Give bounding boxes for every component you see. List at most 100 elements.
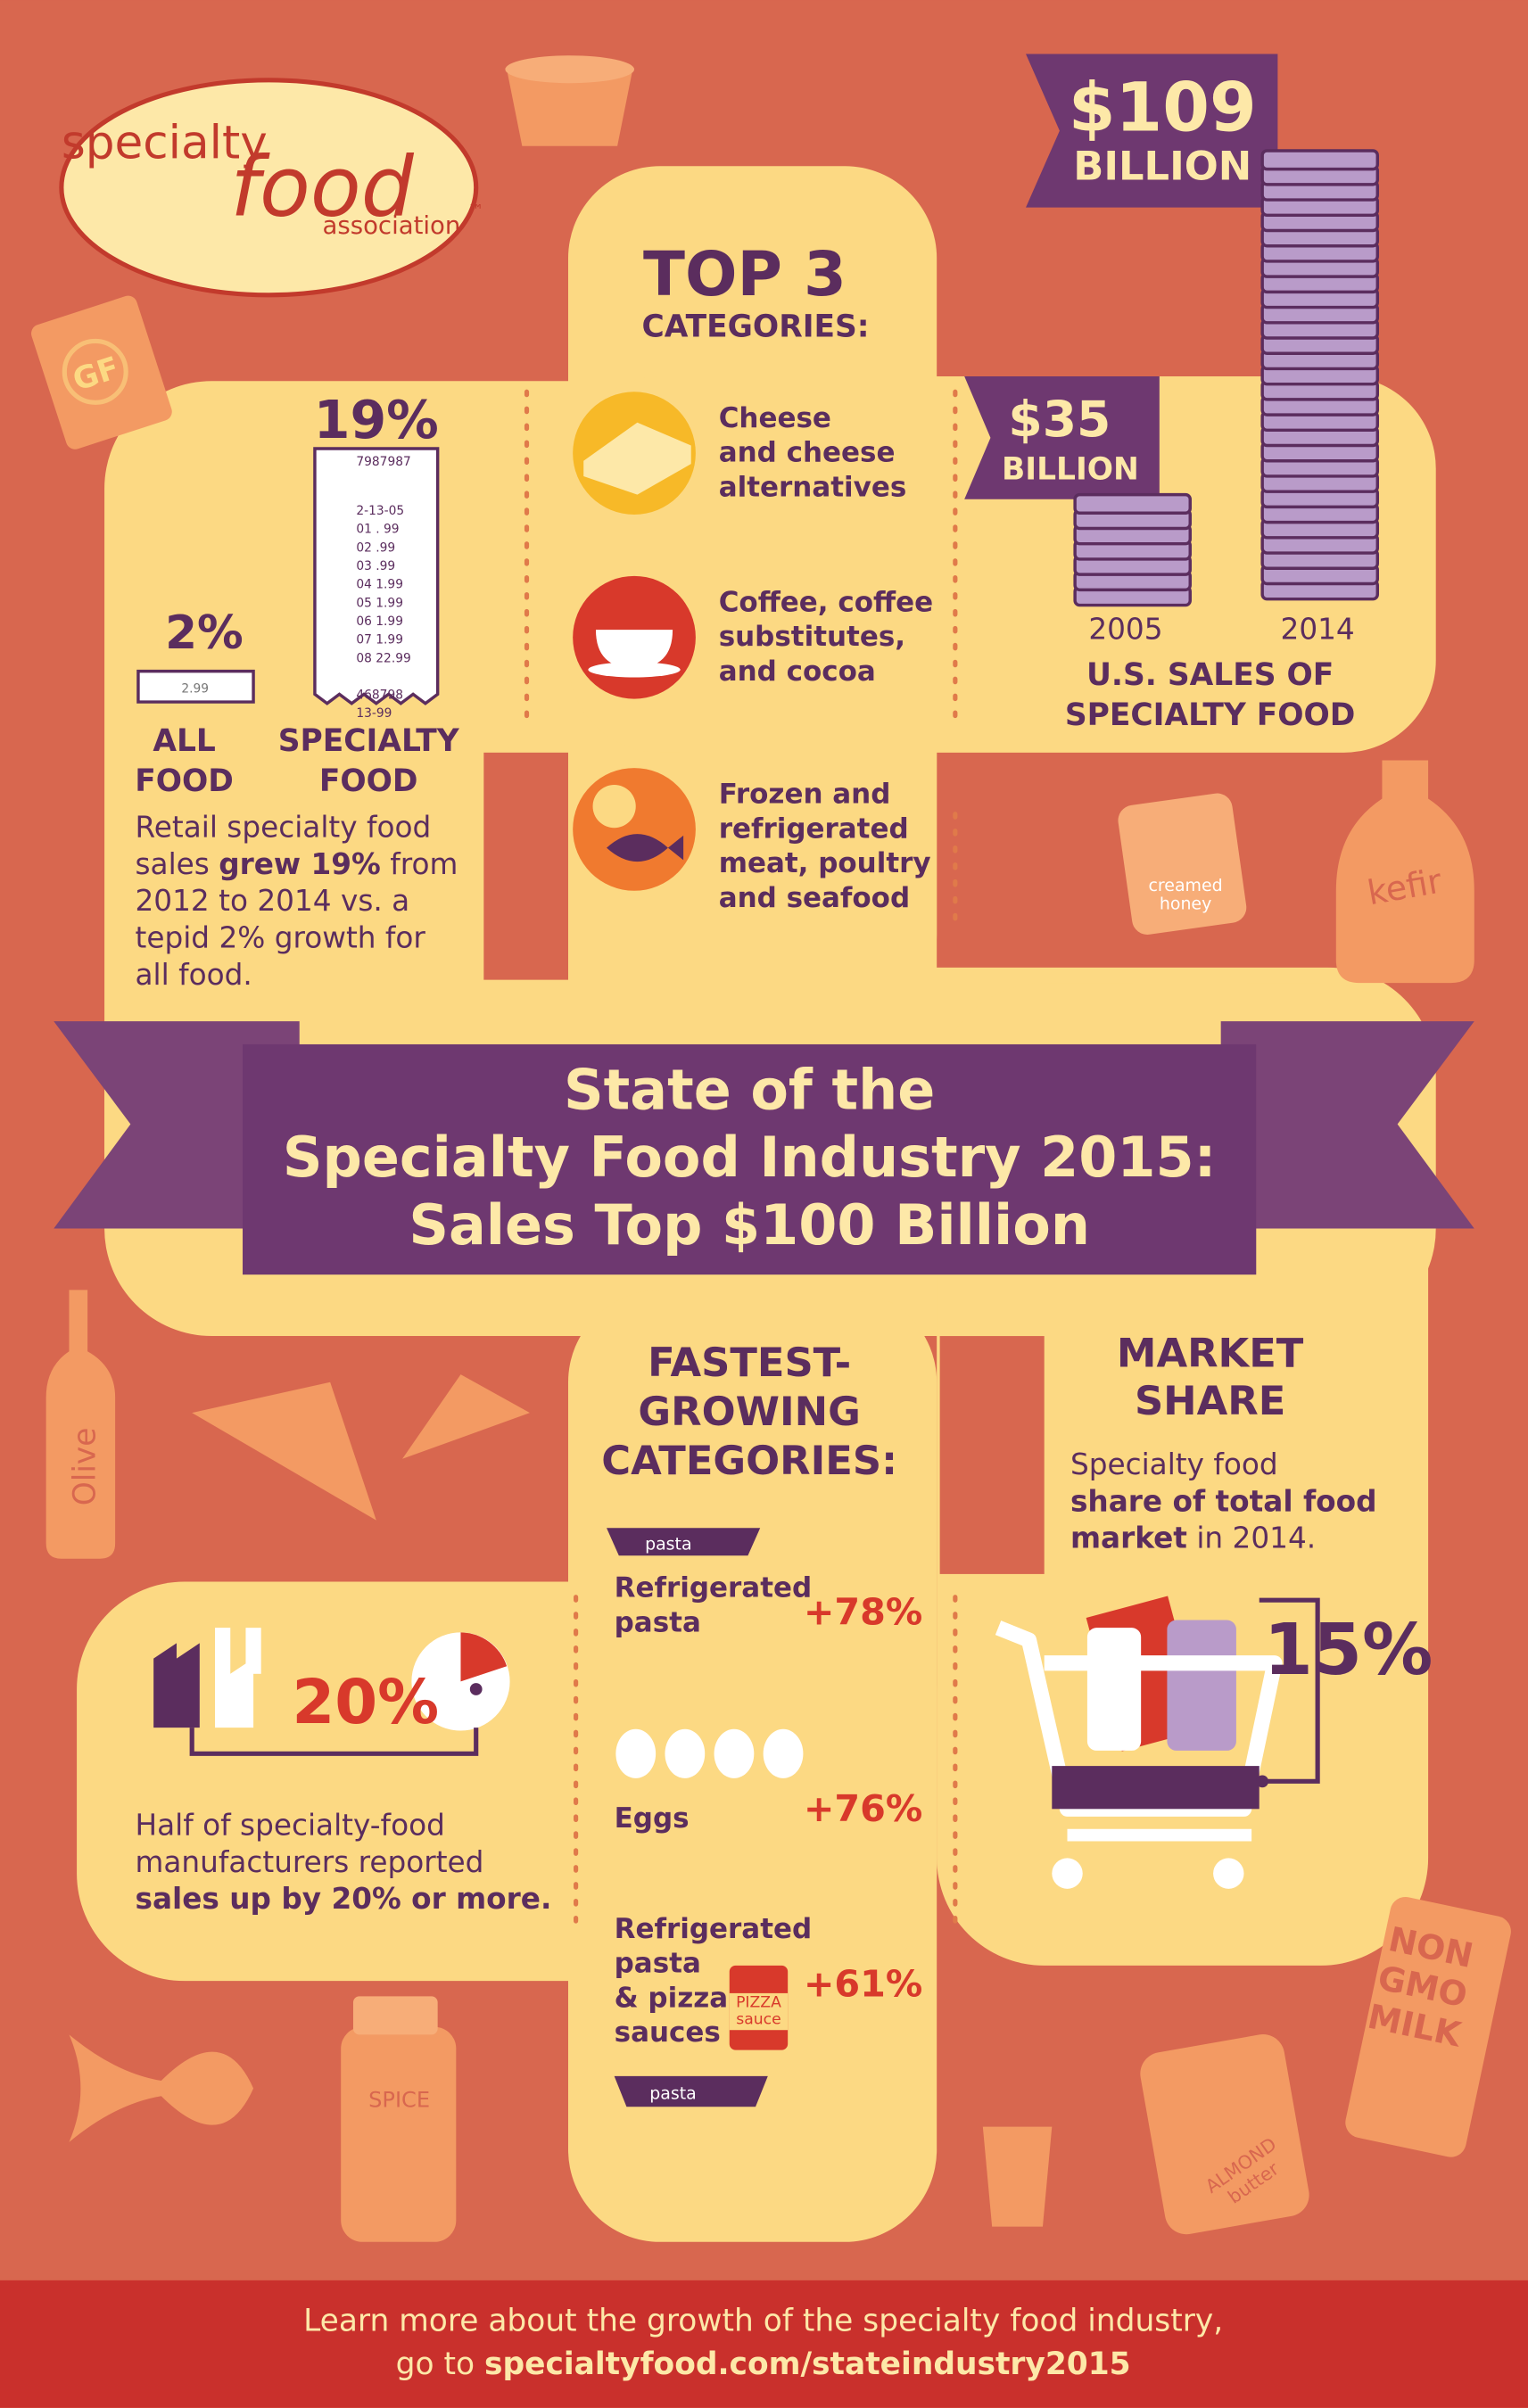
main-title: Specialty Food Industry 2015: [283,1125,1216,1190]
paragraph-line: manufacturers reported [136,1845,484,1879]
fastest-item: & pizza [615,1982,729,2014]
growth-label: SPECIALTY [278,723,460,759]
fastest-growth: +76% [804,1787,922,1830]
sales-caption: SPECIALTY FOOD [1065,697,1355,733]
sales-caption: U.S. SALES OF [1086,657,1334,693]
footer-text: Learn more about the growth of the speci… [303,2304,1223,2339]
footer-text: go to specialtyfood.com/stateindustry201… [396,2346,1131,2382]
receipt-line: 13-99 [356,706,392,721]
growth-label: FOOD [135,763,234,799]
main-title: Sales Top $100 Billion [409,1192,1090,1258]
paragraph-line: share of total food [1070,1484,1377,1518]
dividers [524,389,958,1938]
paragraph-line: market in 2014. [1070,1521,1316,1555]
tray-label: pasta [649,2084,696,2104]
logo-text: association [323,211,461,240]
section-title: TOP 3 [643,239,847,310]
logo-text: food [230,138,414,235]
fastest-item: sauces [615,2016,721,2049]
receipt-line: 2.99 [181,682,209,697]
receipt-line: 03 .99 [356,559,395,573]
category-line: substitutes, [719,621,905,653]
shopping-cart [995,1596,1320,1889]
sales-unit: BILLION [1073,143,1251,190]
category-line: meat, poultry [719,847,931,879]
text-span: grew 19% [219,847,381,881]
text-span: Retail specialty food [136,811,432,845]
category-line: Frozen and [719,779,891,811]
text-span: sales up by 20% or more. [136,1882,552,1916]
text-span: tepid 2% growth for [136,920,426,954]
category-line: and cheese [719,437,896,469]
decor-label: honey [1160,894,1211,913]
growth-label: ALL [153,723,216,759]
section-title: GROWING [638,1388,860,1435]
text-span: market [1070,1521,1187,1555]
paragraph-line: sales grew 19% from [136,847,458,881]
text-span: share of total food [1070,1484,1377,1518]
receipt-line: 08 22.99 [356,651,410,665]
section-title: FASTEST- [648,1339,851,1386]
year-label: 2014 [1281,612,1355,646]
text-span: Specialty food [1070,1447,1278,1481]
fastest-item: pasta [615,1606,701,1638]
text-span: sales [136,847,219,881]
decor-label: Olive [68,1428,103,1506]
fastest-item: pasta [615,1948,701,1980]
fastest-icons [607,1528,804,2107]
year-label: 2005 [1088,612,1162,646]
decorations [31,55,1511,2242]
fastest-item: Refrigerated [615,1913,813,1945]
can-label: PIZZA [736,1993,781,2011]
section-subtitle: CATEGORIES: [641,309,869,344]
text-span: all food. [136,958,252,992]
logo-text: specialty [62,117,268,170]
decor-label: creamed [1149,876,1223,895]
fastest-item: Eggs [615,1802,690,1835]
receipt-line: 02 .99 [356,540,395,555]
paragraph-line: tepid 2% growth for [136,920,426,954]
fastest-item: Refrigerated [615,1572,813,1604]
paragraph-line: sales up by 20% or more. [136,1882,552,1916]
category-line: and cocoa [719,656,876,688]
market-share-value: 15% [1264,1608,1433,1691]
receipt-line: 01 . 99 [356,523,399,537]
paragraph-line: Retail specialty food [136,811,432,845]
bill [1260,149,1380,171]
text-span: 2012 to 2014 vs. a [136,884,410,918]
section-title: MARKET [1117,1329,1304,1376]
category-icons [573,392,696,891]
text-span: manufacturers reported [136,1845,484,1879]
receipt-line: 04 1.99 [356,578,403,592]
can-label: sauce [736,2010,781,2028]
receipt-line: 7987987 [356,455,410,469]
fastest-growth: +61% [804,1962,922,2005]
sales-amount: $35 [1008,391,1111,448]
category-line: Coffee, coffee [719,586,933,618]
receipt-line: 468798 [356,689,403,703]
footer-link[interactable]: specialtyfood.com/stateindustry2015 [484,2346,1131,2382]
fastest-growth: +78% [804,1591,922,1634]
category-line: alternatives [719,471,907,503]
text-span: Half of specialty-food [136,1809,445,1843]
title-ribbon [54,1021,1474,1275]
category-line: Cheese [719,402,831,434]
receipt-line: 06 1.99 [356,614,403,629]
tray-label: pasta [645,1534,691,1554]
field-cutouts [483,752,1045,1574]
paragraph-line: Half of specialty-food [136,1809,445,1843]
text-span: from [381,847,458,881]
receipts [136,447,440,705]
growth-value: 19% [314,390,439,450]
logo-text: ™ [468,202,483,219]
paragraph-line: 2012 to 2014 vs. a [136,884,410,918]
paragraph-line: Specialty food [1070,1447,1278,1481]
decor-label: SPICE [368,2087,430,2112]
category-line: and seafood [719,882,910,914]
sales-banners [964,54,1278,499]
growth-label: FOOD [319,763,418,799]
category-line: refrigerated [719,812,909,845]
section-title: CATEGORIES: [601,1437,897,1484]
